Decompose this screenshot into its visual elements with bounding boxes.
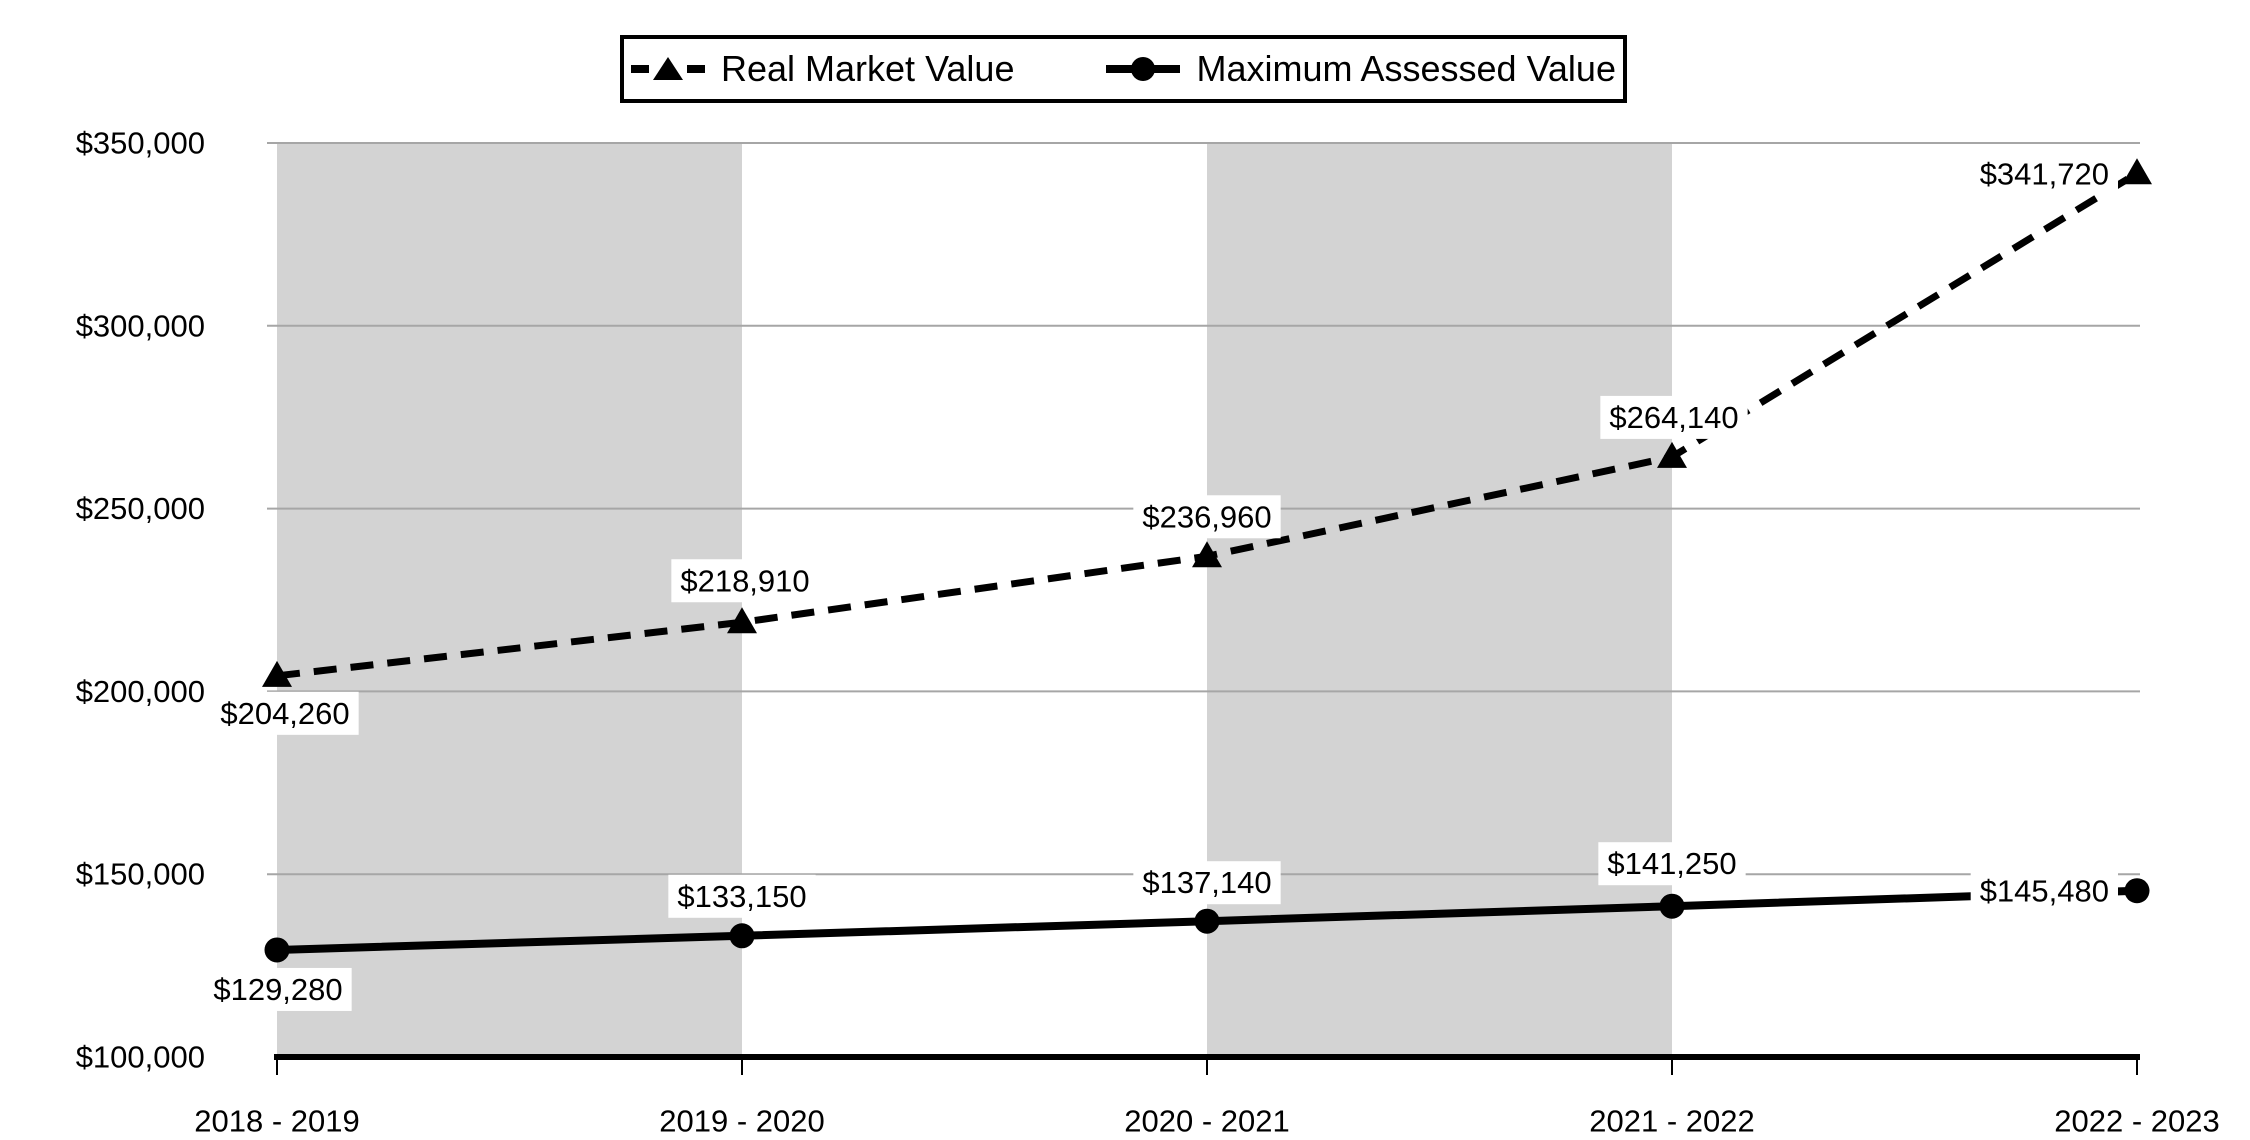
data-label-background <box>1133 861 1281 905</box>
legend-item-maximum-assessed-value: Maximum Assessed Value <box>1106 48 1616 90</box>
circle-marker <box>729 923 755 949</box>
data-label: $137,140 <box>1142 865 1271 900</box>
data-label-background <box>1133 495 1281 539</box>
circle-marker <box>1194 908 1220 934</box>
data-label-background <box>211 691 359 735</box>
x-tick-label: 2018 - 2019 <box>194 1103 359 1138</box>
shaded-band <box>277 143 742 1057</box>
legend-label-real-market-value: Real Market Value <box>721 48 1015 89</box>
shaded-band <box>1207 143 1672 1057</box>
data-label-background <box>1600 395 1748 439</box>
data-label: $264,140 <box>1609 400 1738 435</box>
data-label-background <box>1970 869 2118 913</box>
data-label: $133,150 <box>677 879 806 914</box>
triangle-marker <box>1657 441 1687 468</box>
x-tick-label: 2022 - 2023 <box>2054 1103 2219 1138</box>
circle-marker <box>264 937 290 963</box>
x-tick-label: 2020 - 2021 <box>1124 1103 1289 1138</box>
data-label-background <box>668 874 816 918</box>
solid-line-circle-legend-icon <box>1106 57 1181 81</box>
data-label: $218,910 <box>680 563 809 598</box>
y-tick-label: $150,000 <box>76 857 205 892</box>
data-label-background <box>1970 152 2118 196</box>
triangle-marker <box>1192 541 1222 568</box>
data-label: $129,280 <box>213 972 342 1007</box>
data-label: $341,720 <box>1980 156 2109 191</box>
data-label: $145,480 <box>1980 874 2109 909</box>
triangle-marker <box>262 660 292 687</box>
y-tick-label: $200,000 <box>76 674 205 709</box>
y-tick-label: $100,000 <box>76 1040 205 1075</box>
triangle-marker <box>2122 158 2152 185</box>
circle-marker <box>1659 893 1685 919</box>
data-label: $204,260 <box>220 696 349 731</box>
data-label-background <box>1598 842 1746 886</box>
legend-label-maximum-assessed-value: Maximum Assessed Value <box>1196 48 1616 89</box>
legend: Real Market Value Maximum Assessed Value <box>620 35 1627 103</box>
circle-marker <box>2124 878 2150 904</box>
legend-item-real-market-value: Real Market Value <box>631 48 1014 90</box>
dashed-line-triangle-legend-icon <box>631 57 705 80</box>
triangle-marker <box>727 607 757 634</box>
data-label: $236,960 <box>1142 499 1271 534</box>
y-tick-label: $250,000 <box>76 491 205 526</box>
y-tick-label: $300,000 <box>76 308 205 343</box>
data-label: $141,250 <box>1607 846 1736 881</box>
x-tick-label: 2021 - 2022 <box>1589 1103 1754 1138</box>
y-tick-label: $350,000 <box>76 126 205 161</box>
data-label-background <box>204 967 352 1011</box>
x-tick-label: 2019 - 2020 <box>659 1103 824 1138</box>
data-label-background <box>671 559 819 603</box>
